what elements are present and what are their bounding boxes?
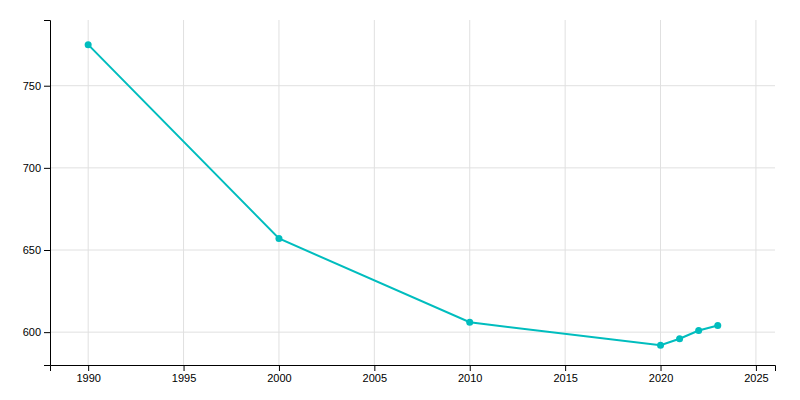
- tick-mark: [661, 365, 662, 371]
- tick-label: 750: [23, 80, 41, 92]
- tick: 750: [23, 80, 50, 92]
- tick: 2015: [553, 365, 577, 384]
- tick: 1995: [172, 365, 196, 384]
- tick-mark: [279, 365, 280, 371]
- tick-mark: [44, 168, 50, 169]
- grid-line: [183, 20, 184, 365]
- tick-label: 2015: [553, 372, 577, 384]
- point: [275, 235, 282, 242]
- tick-label: 700: [23, 162, 41, 174]
- tick: 2025: [744, 365, 768, 384]
- tick: 650: [23, 244, 50, 256]
- x-axis: 1990 1995 2000 2005 2010 2015 2020 2025: [51, 365, 776, 384]
- point: [85, 41, 92, 48]
- point: [466, 319, 473, 326]
- tick-label: 650: [23, 244, 41, 256]
- point: [695, 327, 702, 334]
- series: [85, 41, 722, 349]
- grid-line: [50, 332, 775, 333]
- tick: 600: [23, 326, 50, 338]
- tick-label: 2025: [744, 372, 768, 384]
- tick-mark: [88, 365, 89, 371]
- tick-label: 2020: [649, 372, 673, 384]
- tick-mark: [470, 365, 471, 371]
- tick-label: 1990: [76, 372, 100, 384]
- tick: 700: [23, 162, 50, 174]
- tick-mark: [44, 86, 50, 87]
- axis-line: [51, 366, 776, 372]
- tick: 1990: [76, 365, 100, 384]
- tick-label: 2005: [363, 372, 387, 384]
- grid-line: [469, 20, 470, 365]
- tick-mark: [44, 250, 50, 251]
- grid-line: [660, 20, 661, 365]
- tick-label: 600: [23, 326, 41, 338]
- tick-mark: [565, 365, 566, 371]
- grid-line: [565, 20, 566, 365]
- plot: 1990 1995 2000 2005 2010 2015 2020 2025 600 650 70…: [23, 20, 776, 384]
- tick: 2005: [363, 365, 387, 384]
- axis-line: [44, 21, 51, 366]
- tick-mark: [374, 365, 375, 371]
- grid-line: [374, 20, 375, 365]
- grid-line: [50, 250, 775, 251]
- tick-mark: [184, 365, 185, 371]
- chart: 1990 1995 2000 2005 2010 2015 2020 2025 600 650 70…: [0, 0, 800, 400]
- tick: 2000: [267, 365, 291, 384]
- tick-mark: [756, 365, 757, 371]
- tick-label: 1995: [172, 372, 196, 384]
- point: [714, 322, 721, 329]
- grid-line: [278, 20, 279, 365]
- grid-line: [88, 20, 89, 365]
- point: [657, 342, 664, 349]
- grid-line: [50, 85, 775, 86]
- grid: [50, 20, 775, 365]
- grid-line: [755, 20, 756, 365]
- grid-line: [50, 167, 775, 168]
- tick: 2020: [649, 365, 673, 384]
- point: [676, 335, 683, 342]
- y-axis: 600 650 700 750: [23, 21, 51, 366]
- line: [88, 45, 718, 346]
- tick: 2010: [458, 365, 482, 384]
- tick-label: 2010: [458, 372, 482, 384]
- tick-mark: [44, 332, 50, 333]
- tick-label: 2000: [267, 372, 291, 384]
